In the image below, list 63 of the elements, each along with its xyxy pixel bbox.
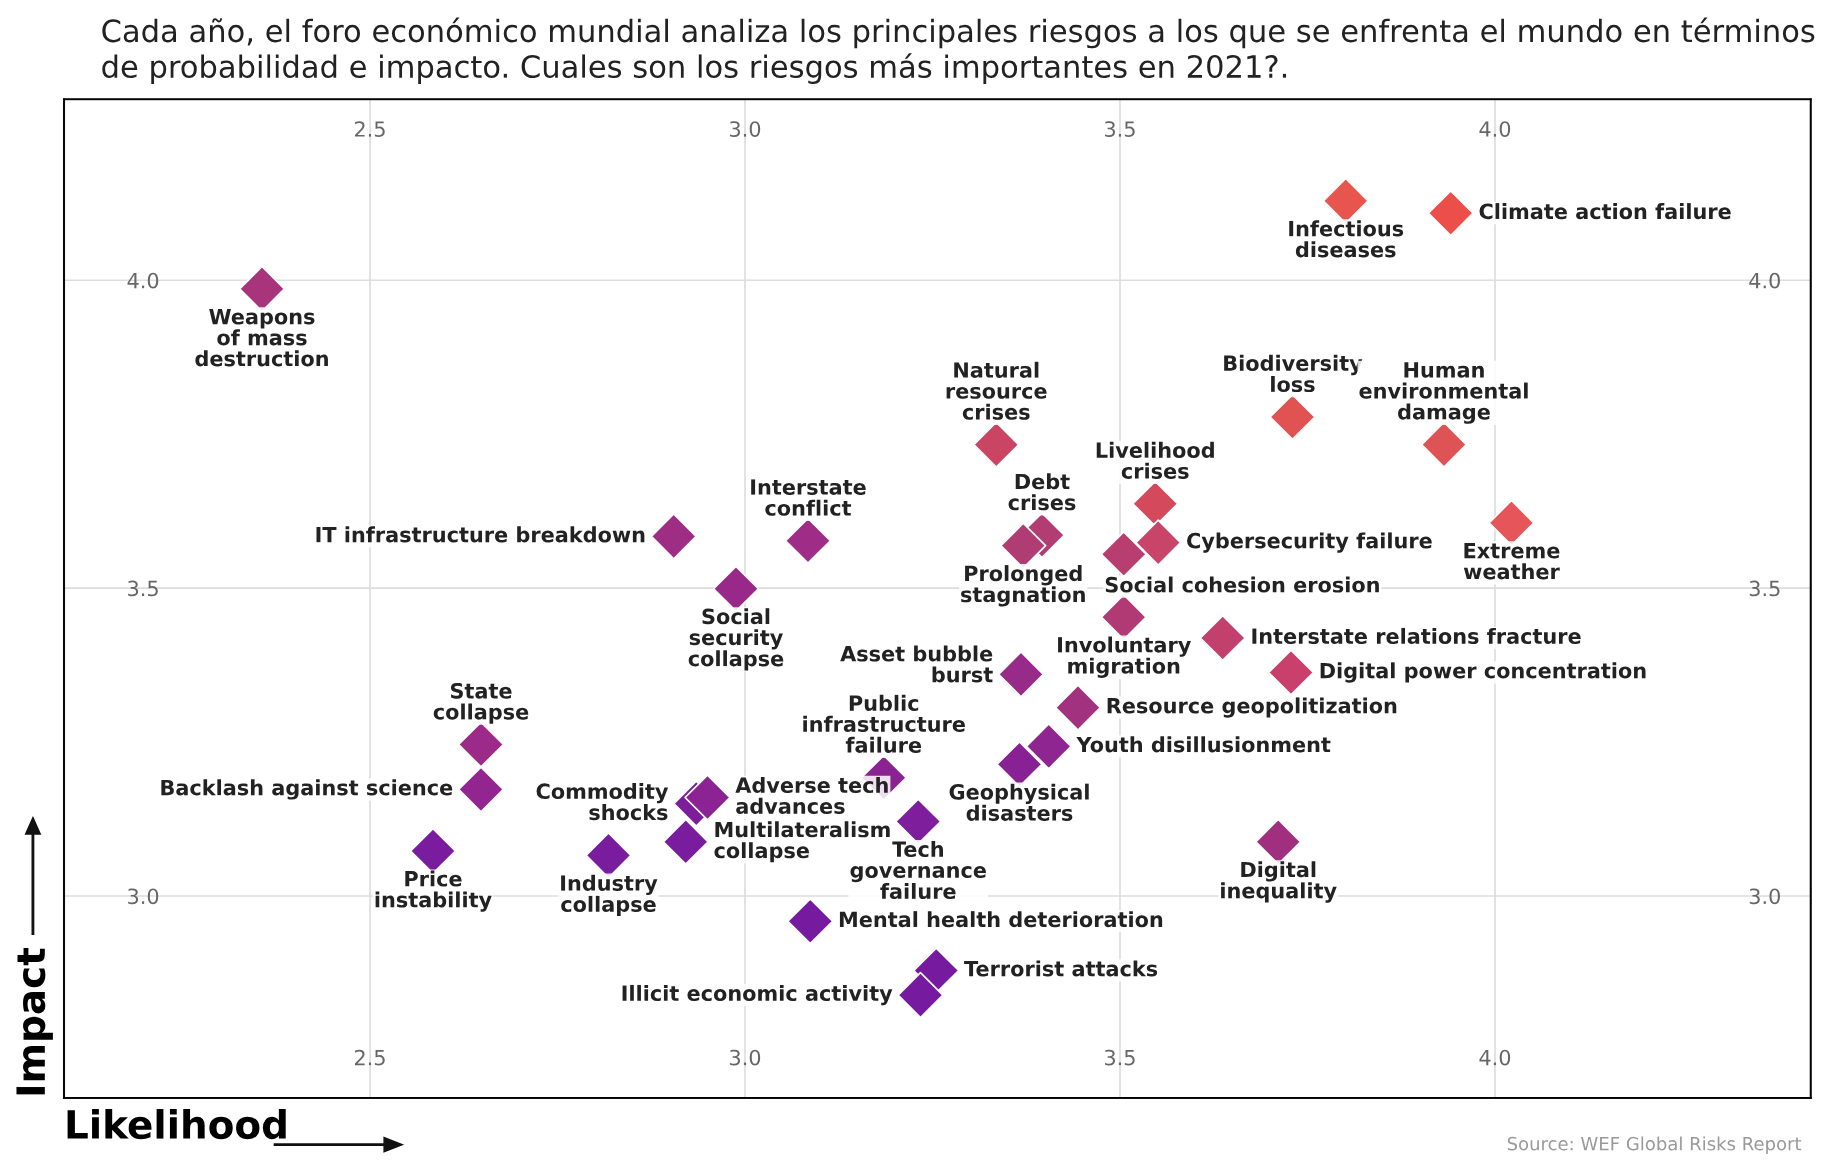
y-tick-label: 3.0 [128, 888, 159, 905]
annotation: Illicit economic activity [622, 984, 893, 1006]
point [1199, 614, 1246, 662]
annotation: Digital power concentration [1320, 662, 1646, 683]
source-note: Source: WEF Global Risks Report [1507, 1136, 1802, 1154]
x-tick-label: 2.5 [354, 1049, 385, 1066]
x2-tick-label: 4.0 [1479, 121, 1511, 137]
annotation: Natural resource crises [946, 361, 1047, 420]
annotation: Prolonged stagnation [961, 565, 1085, 607]
annotation: Social cohesion erosion [1105, 576, 1379, 593]
annotation: Price instability [375, 870, 492, 912]
x-axis-title: Likelihood [67, 1109, 286, 1140]
y2-tick-label: 3.5 [1749, 580, 1780, 597]
annotation: Interstate relations fracture [1252, 627, 1581, 645]
annotation: Cybersecurity failure [1187, 532, 1432, 553]
annotation: Asset bubble burst [840, 645, 993, 683]
y2-tick-label: 3.0 [1749, 888, 1780, 905]
annotation: State collapse [433, 682, 529, 724]
annotation: Weapons of mass destruction [195, 309, 328, 367]
annotation: Industry collapse [561, 874, 658, 917]
annotation: Geophysical disasters [949, 783, 1089, 821]
annotation: Terrorist attacks [964, 960, 1158, 977]
annotation: Public infrastructure failure [803, 694, 965, 753]
y-axis-title: Impact [16, 948, 53, 1095]
point [897, 971, 944, 1019]
x2-tick-label: 3.0 [730, 121, 761, 137]
point [650, 513, 697, 560]
point [1025, 723, 1072, 770]
point [1054, 684, 1102, 731]
point [1267, 649, 1315, 696]
annotation: Mental health deterioration [839, 911, 1163, 928]
x-tick-label: 3.5 [1105, 1049, 1135, 1066]
annotation: Youth disillusionment [1076, 736, 1331, 753]
annotation: Interstate conflict [751, 479, 866, 516]
annotation: Social security collapse [688, 608, 784, 671]
annotation: Climate action failure [1479, 203, 1731, 220]
x2-tick-label: 2.5 [354, 121, 385, 137]
annotation: Resource geopolitization [1107, 697, 1397, 718]
annotation: Extreme weather [1463, 542, 1560, 580]
annotation: Debt crises [1008, 473, 1076, 511]
y-tick-label: 3.5 [128, 580, 158, 597]
y2-tick-label: 4.0 [1749, 272, 1780, 289]
annotation: Digital inequality [1221, 861, 1337, 903]
annotation: Commodity shocks [536, 782, 669, 821]
point [997, 651, 1045, 698]
annotation: Tech governance failure [850, 840, 986, 900]
annotation: Backlash against science [161, 779, 453, 800]
annotation: Livelihood crises [1096, 441, 1214, 479]
point [684, 774, 731, 821]
point [457, 766, 505, 813]
annotation: Infectious diseases [1289, 220, 1404, 258]
x-tick-label: 4.0 [1479, 1049, 1511, 1066]
annotation: IT infrastructure breakdown [316, 526, 645, 543]
chart-title: Cada año, el foro económico mundial analiza los principales riesgos a los que se enfrenta el mundo en términos de probabilidad e impacto. Cuales son los riesgos más importantes en 2021?. [102, 17, 1815, 84]
point [1427, 189, 1474, 237]
point [787, 897, 834, 945]
annotation: Involuntary migration [1058, 636, 1191, 678]
x2-tick-label: 3.5 [1105, 121, 1135, 137]
y-tick-label: 4.0 [127, 272, 159, 289]
x-tick-label: 3.0 [730, 1049, 761, 1066]
annotation: Adverse tech advances [735, 776, 888, 814]
point [1100, 531, 1147, 578]
point [1135, 519, 1182, 566]
